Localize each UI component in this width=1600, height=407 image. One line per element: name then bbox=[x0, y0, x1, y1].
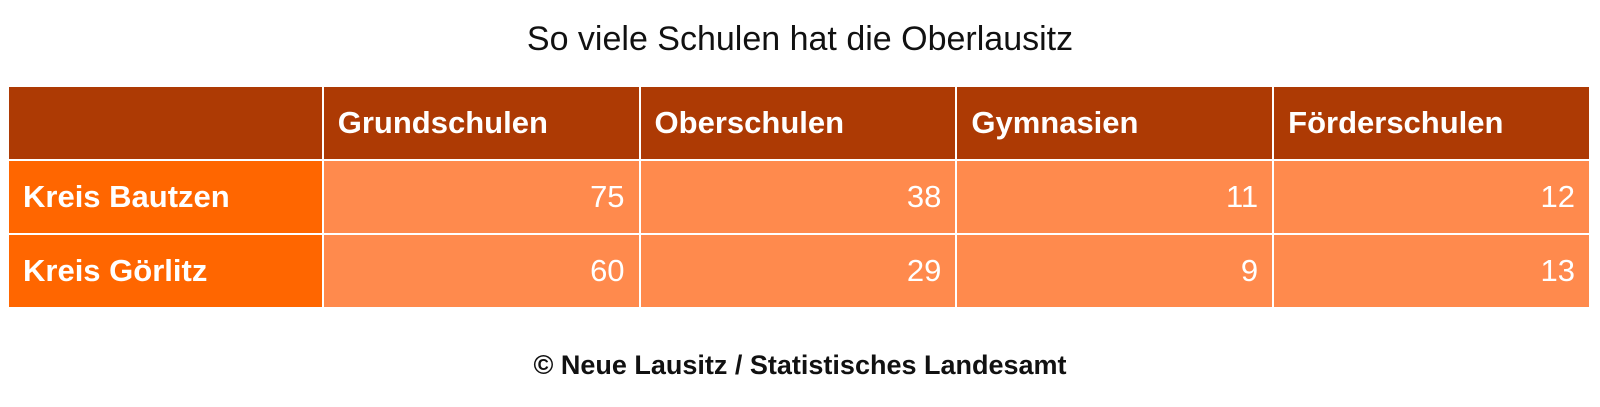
column-header-grundschulen: Grundschulen bbox=[321, 85, 641, 161]
corner-cell bbox=[7, 85, 324, 161]
column-header-foerderschulen: Förderschulen bbox=[1272, 85, 1591, 161]
table-title: So viele Schulen hat die Oberlausitz bbox=[526, 20, 1074, 58]
source-credit: © Neue Lausitz / Statistisches Landesamt bbox=[533, 350, 1067, 380]
column-header-oberschulen: Oberschulen bbox=[638, 85, 958, 161]
column-header-gymnasien: Gymnasien bbox=[955, 85, 1275, 161]
table-row: Kreis Görlitz 60 29 9 13 bbox=[7, 233, 1591, 309]
row-header-goerlitz: Kreis Görlitz bbox=[7, 233, 324, 309]
cell-goerlitz-foerderschulen: 13 bbox=[1272, 233, 1591, 309]
row-header-bautzen: Kreis Bautzen bbox=[7, 159, 324, 235]
cell-bautzen-gymnasien: 11 bbox=[955, 159, 1275, 235]
cell-goerlitz-grundschulen: 60 bbox=[321, 233, 641, 309]
cell-bautzen-oberschulen: 38 bbox=[638, 159, 958, 235]
schools-table: Grundschulen Oberschulen Gymnasien Förde… bbox=[7, 85, 1591, 309]
cell-goerlitz-oberschulen: 29 bbox=[638, 233, 958, 309]
cell-bautzen-foerderschulen: 12 bbox=[1272, 159, 1591, 235]
header-row: Grundschulen Oberschulen Gymnasien Förde… bbox=[7, 85, 1591, 161]
cell-goerlitz-gymnasien: 9 bbox=[955, 233, 1275, 309]
cell-bautzen-grundschulen: 75 bbox=[321, 159, 641, 235]
table-row: Kreis Bautzen 75 38 11 12 bbox=[7, 159, 1591, 235]
